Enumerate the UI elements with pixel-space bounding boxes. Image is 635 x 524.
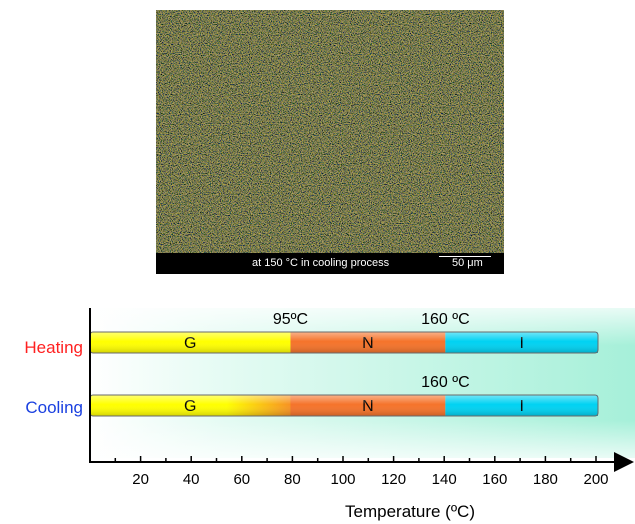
tick-label: 100 — [330, 471, 355, 488]
scale-bar-label: 50 μm — [452, 257, 483, 269]
tick-label: 60 — [233, 471, 250, 488]
scale-bar — [439, 256, 491, 257]
micrograph-texture — [156, 10, 504, 253]
phase-diagram-svg: Heating GNI95ºC160 ºC Cooling GNI160 ºC … — [24, 308, 635, 521]
tick-label: 160 — [482, 471, 507, 488]
heating-transition-label: 160 ºC — [421, 311, 470, 328]
glow-fade — [90, 308, 635, 458]
heating-label: Heating — [24, 338, 83, 357]
tick-label: 20 — [132, 471, 149, 488]
heating-bar-shine — [90, 332, 598, 353]
x-axis-label: Temperature (ºC) — [345, 502, 475, 521]
heating-transition-label: 95ºC — [273, 311, 308, 328]
temperature-axis: Temperature (ºC) 20 40 60 80 100 120 140 160 180… — [89, 308, 634, 521]
cooling-transition-label: 160 ºC — [421, 374, 470, 391]
cooling-row: Cooling GNI160 ºC — [25, 374, 599, 417]
tick-label: 80 — [284, 471, 301, 488]
tick-label: 180 — [533, 471, 558, 488]
heating-row: Heating GNI95ºC160 ºC — [24, 311, 599, 357]
tick-label: 40 — [183, 471, 200, 488]
cooling-label: Cooling — [25, 398, 83, 417]
micrograph-caption-bar: at 150 °C in cooling process 50 μm — [156, 253, 504, 274]
phase-transition-diagram: Heating GNI95ºC160 ºC Cooling GNI160 ºC … — [0, 296, 635, 524]
tick-label: 140 — [432, 471, 457, 488]
micrograph-caption: at 150 °C in cooling process — [252, 257, 390, 269]
tick-label: 120 — [381, 471, 406, 488]
micrograph-image — [156, 10, 504, 274]
tick-label: 200 — [583, 471, 608, 488]
cooling-bar-shine — [90, 395, 598, 416]
